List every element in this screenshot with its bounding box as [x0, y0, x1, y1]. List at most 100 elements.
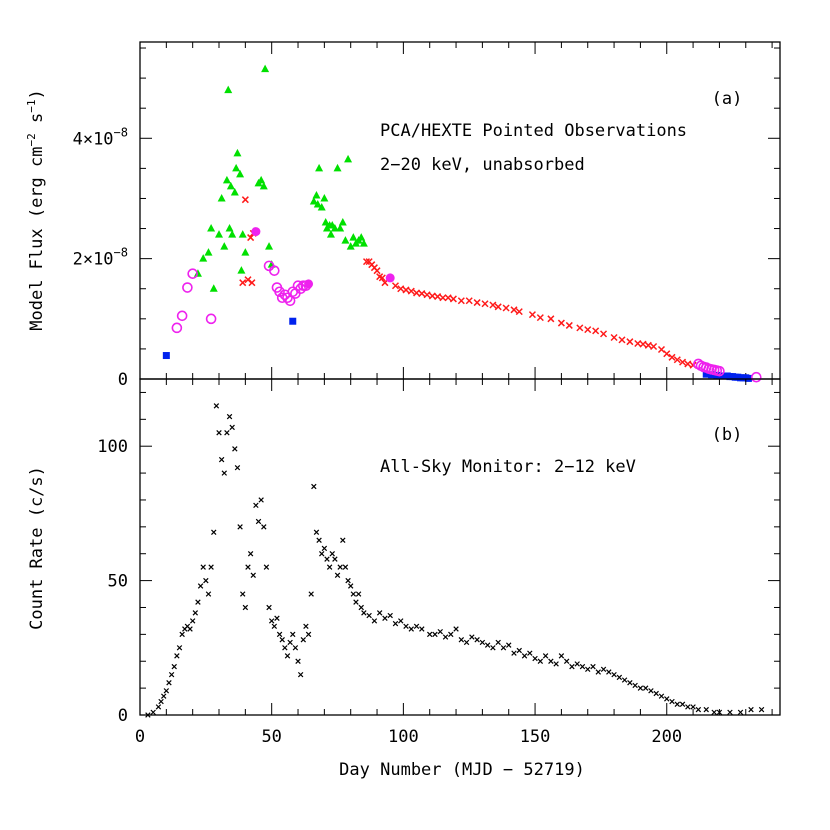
asm-data-point	[600, 666, 607, 673]
x-tick-label: 200	[651, 727, 682, 747]
data-point-triangle	[209, 284, 218, 292]
asm-data-point	[166, 680, 172, 686]
data-point-circle	[292, 280, 304, 292]
data-point-triangle	[238, 230, 247, 238]
asm-data-point	[261, 524, 267, 530]
asm-data-point	[606, 669, 612, 675]
asm-data-point	[211, 529, 217, 535]
asm-data-point	[189, 618, 196, 624]
data-point-triangle	[317, 202, 326, 211]
data-point-cross	[528, 311, 536, 319]
asm-data-point	[160, 693, 167, 699]
asm-data-point	[648, 688, 654, 694]
data-point-triangle	[312, 190, 321, 199]
asm-data-point	[347, 583, 354, 589]
data-point-cross	[510, 306, 518, 314]
data-point-cross	[457, 297, 465, 305]
asm-data-point	[345, 577, 351, 584]
x-axis-label: Day Number (MJD − 52719)	[339, 760, 585, 780]
data-point-triangle	[215, 230, 224, 238]
asm-data-point	[408, 626, 415, 632]
data-point-cross	[673, 356, 681, 364]
data-point-cross	[547, 315, 555, 323]
asm-data-point	[290, 631, 296, 638]
data-point-triangle	[321, 218, 330, 226]
asm-data-point	[748, 706, 754, 713]
data-point-dot	[304, 279, 314, 289]
data-point-dot	[385, 273, 395, 283]
asm-data-point	[442, 634, 449, 640]
asm-data-point	[279, 637, 285, 643]
data-point-cross	[515, 308, 523, 316]
asm-data-point	[500, 645, 507, 651]
data-point-triangle	[338, 218, 347, 226]
asm-data-point	[453, 626, 459, 632]
asm-data-point	[232, 446, 238, 452]
asm-data-point	[258, 497, 264, 503]
asm-data-point	[247, 550, 254, 557]
data-point-triangle	[344, 154, 353, 163]
asm-data-point	[205, 591, 212, 597]
asm-data-point	[669, 698, 675, 705]
asm-data-point	[516, 647, 522, 654]
data-point-cross	[679, 358, 687, 366]
asm-data-point	[195, 599, 201, 605]
asm-data-point	[437, 628, 443, 635]
asm-data-point	[569, 663, 575, 670]
data-point-triangle	[257, 175, 266, 184]
data-point-triangle	[193, 269, 202, 277]
asm-data-point	[611, 671, 617, 678]
asm-data-point	[308, 591, 314, 597]
data-point-square	[718, 372, 726, 380]
data-point-circle	[269, 265, 280, 276]
data-point-triangle	[207, 224, 216, 232]
data-point-circle	[274, 286, 285, 298]
asm-data-point	[632, 682, 638, 689]
asm-data-point	[590, 663, 596, 670]
asm-data-point	[685, 704, 691, 710]
asm-data-point	[521, 653, 528, 659]
asm-data-point	[224, 430, 230, 436]
asm-data-point	[574, 661, 580, 667]
data-point-cross	[644, 341, 652, 349]
data-point-circle	[750, 371, 762, 383]
x-tick-label: 50	[261, 727, 281, 747]
data-point-triangle	[330, 224, 339, 232]
asm-data-point	[511, 650, 517, 656]
asm-data-point	[145, 712, 151, 718]
data-point-circle	[714, 365, 725, 377]
data-point-cross	[239, 279, 247, 287]
data-point-cross	[576, 324, 584, 332]
data-point-circle	[282, 292, 293, 304]
asm-data-point	[616, 674, 623, 681]
panel-b-label: (b)	[712, 425, 743, 445]
asm-data-point	[563, 658, 570, 664]
asm-data-point	[426, 631, 433, 638]
panel-a-frame	[139, 41, 781, 380]
panel-a-label: (a)	[712, 89, 743, 109]
asm-data-point	[171, 663, 177, 670]
asm-data-point	[316, 537, 322, 544]
asm-data-point	[342, 564, 349, 570]
data-point-triangle	[241, 248, 250, 256]
data-point-triangle	[228, 230, 237, 238]
data-point-triangle	[237, 266, 246, 274]
asm-data-point	[176, 645, 183, 651]
panel-a-points	[162, 64, 762, 383]
panel-b-ylabel: Count Rate (c/s)	[27, 466, 47, 630]
data-point-triangle	[226, 181, 235, 190]
panel-b-frame	[139, 378, 781, 716]
data-point-triangle	[217, 193, 226, 202]
data-point-triangle	[220, 242, 229, 250]
asm-data-point	[200, 564, 206, 570]
asm-data-point	[295, 658, 301, 664]
asm-data-point	[637, 685, 644, 691]
data-point-cross	[626, 338, 634, 346]
panel-b-points	[145, 403, 765, 718]
data-point-triangle	[232, 163, 241, 172]
data-point-cross	[639, 340, 647, 348]
asm-data-point	[579, 663, 586, 670]
asm-data-point	[448, 631, 454, 638]
data-point-cross	[373, 267, 381, 275]
asm-data-point	[413, 623, 420, 630]
